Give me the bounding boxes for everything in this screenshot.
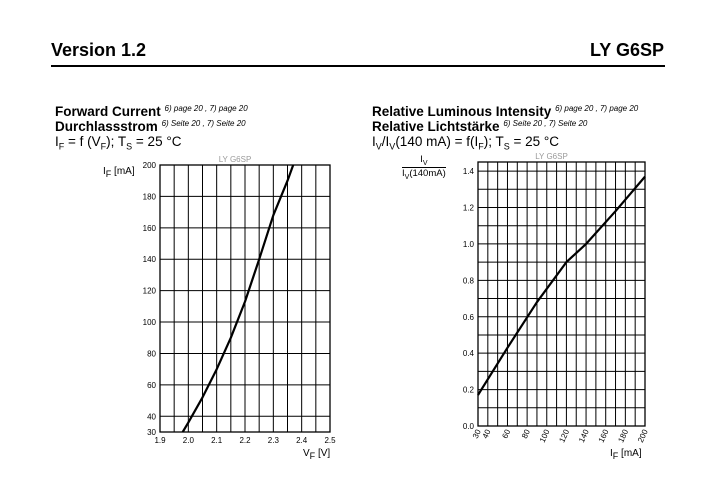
left-subtitle-ref: 6) Seite 20 , 7) Seite 20 — [161, 119, 246, 128]
right-x-tick-label: 80 — [520, 428, 532, 440]
left-x-tick-label: 2.1 — [211, 436, 223, 445]
right-x-tick-label: 60 — [500, 428, 512, 440]
right-x-tick-label: 100 — [538, 428, 552, 444]
left-plot-frame — [159, 164, 331, 433]
left-y-tick-label: 120 — [143, 287, 157, 296]
left-chart-title: Forward Current 6) page 20 , 7) page 20 — [55, 104, 248, 119]
right-y-tick-label: 0.2 — [463, 386, 475, 395]
right-x-tick-label: 180 — [616, 428, 630, 444]
right-x-tick-label: 120 — [557, 428, 571, 444]
left-y-tick-label: 180 — [143, 192, 157, 201]
right-chart-subtitle: Relative Lichtstärke 6) Seite 20 , 7) Se… — [372, 119, 588, 134]
right-y-tick-label: 1.0 — [463, 240, 475, 249]
left-x-tick-label: 1.9 — [154, 436, 166, 445]
left-y-tick-label: 40 — [147, 412, 156, 421]
left-y-tick-label: 160 — [143, 224, 157, 233]
left-x-tick-label: 2.2 — [239, 436, 251, 445]
right-x-tick-label: 30 — [471, 428, 483, 440]
right-series-line-0 — [477, 175, 646, 396]
left-x-tick-label: 2.3 — [268, 436, 280, 445]
right-watermark: LY G6SP — [535, 152, 568, 161]
left-x-axis-label: VF [V] — [303, 448, 331, 461]
right-title-ref: 6) page 20 , 7) page 20 — [555, 104, 639, 113]
right-x-axis-label: IF [mA] — [610, 448, 642, 461]
right-y-tick-label: 0.8 — [463, 276, 475, 285]
right-x-tick-label: 200 — [636, 428, 650, 444]
right-y-tick-label: 0.6 — [463, 313, 475, 322]
left-y-tick-label: 80 — [147, 349, 156, 358]
left-y-axis-label: IF [mA] — [103, 166, 135, 179]
left-series-line-0 — [181, 164, 295, 433]
left-y-tick-label: 60 — [147, 381, 156, 390]
right-x-tick-label: 40 — [481, 428, 493, 440]
right-subtitle-ref: 6) Seite 20 , 7) Seite 20 — [503, 119, 588, 128]
right-y-tick-label: 0.4 — [463, 349, 475, 358]
header-rule — [51, 65, 665, 67]
right-chart-title: Relative Luminous Intensity 6) page 20 ,… — [372, 104, 639, 119]
left-x-tick-label: 2.0 — [183, 436, 195, 445]
left-y-tick-label: 140 — [143, 255, 157, 264]
left-x-tick-label: 2.5 — [324, 436, 336, 445]
left-y-tick-label: 30 — [147, 428, 156, 437]
left-chart-formula: IF = f (VF); TS = 25 °C — [55, 134, 182, 152]
right-y-tick-label: 0.0 — [463, 422, 475, 431]
right-x-tick-label: 160 — [597, 428, 611, 444]
right-y-tick-label: 1.2 — [463, 204, 475, 213]
left-x-tick-label: 2.4 — [296, 436, 308, 445]
left-watermark: LY G6SP — [219, 155, 252, 164]
left-title-ref: 6) page 20 , 7) page 20 — [164, 104, 248, 113]
right-chart-formula: IV/IV(140 mA) = f(IF); TS = 25 °C — [372, 134, 560, 152]
right-x-tick-label: 140 — [577, 428, 591, 444]
left-chart-subtitle: Durchlassstrom 6) Seite 20 , 7) Seite 20 — [55, 119, 246, 134]
left-y-tick-label: 200 — [143, 161, 157, 170]
right-plot-frame — [477, 161, 646, 427]
left-y-tick-label: 100 — [143, 318, 157, 327]
right-y-axis-label: IV IV(140mA) — [402, 154, 446, 181]
header-part-number: LY G6SP — [589, 40, 664, 60]
header-version: Version 1.2 — [51, 40, 147, 60]
right-y-tick-label: 1.4 — [463, 167, 475, 176]
